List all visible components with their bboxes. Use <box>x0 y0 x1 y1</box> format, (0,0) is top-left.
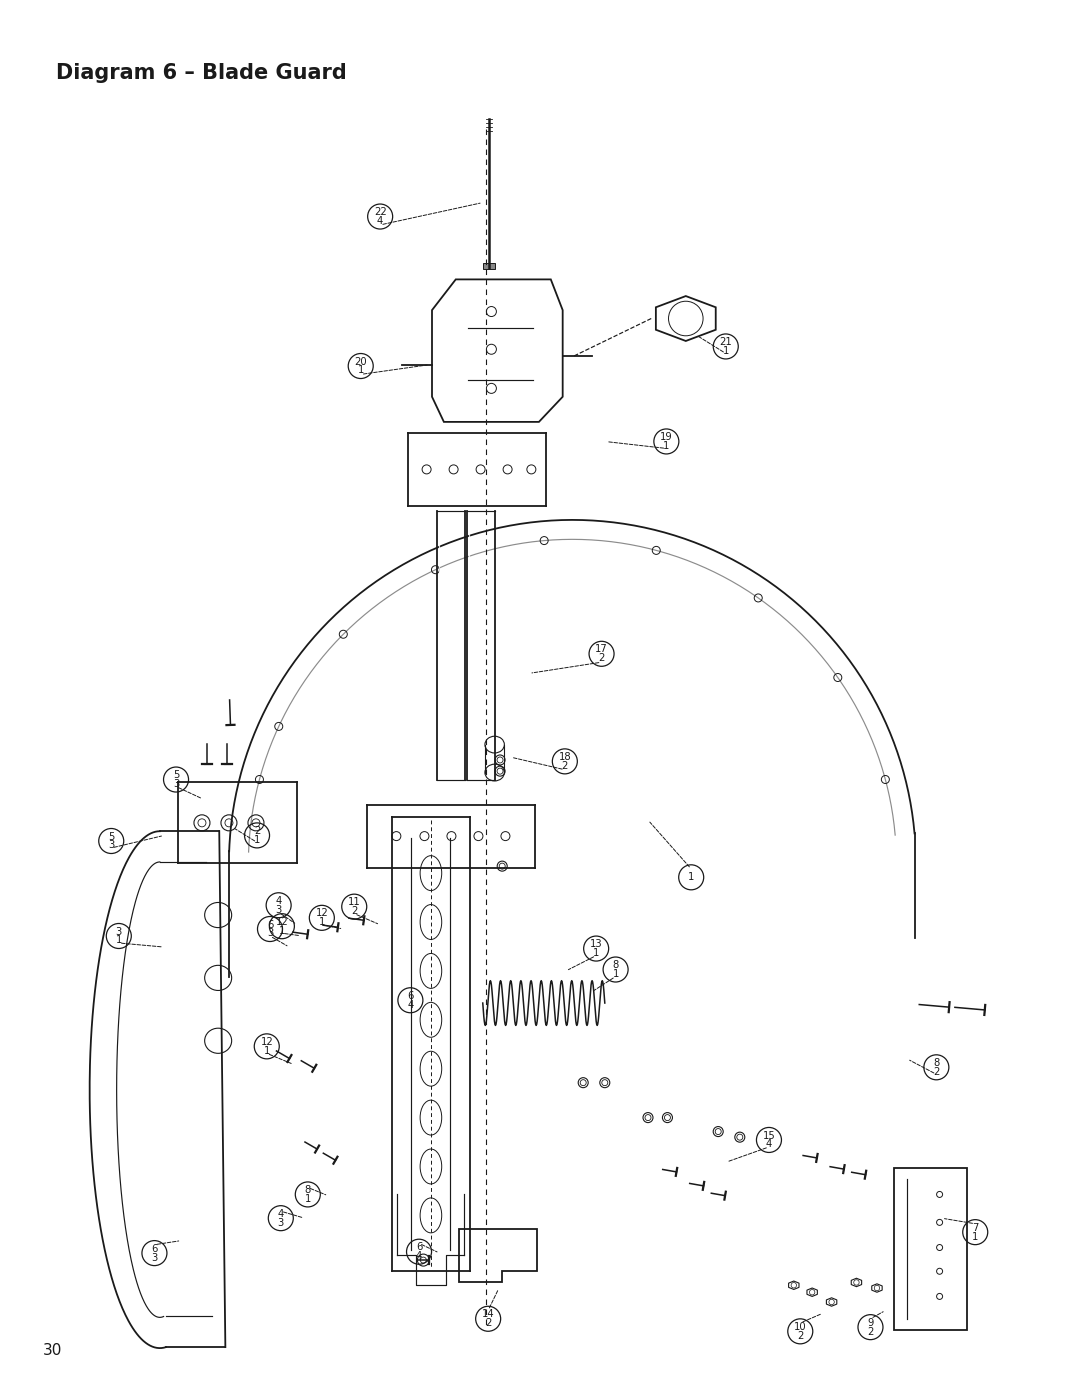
Text: 19
1: 19 1 <box>660 432 673 451</box>
Text: 17
2: 17 2 <box>595 644 608 664</box>
Text: 9
2: 9 2 <box>867 1317 874 1337</box>
Text: 4
3: 4 3 <box>275 895 282 915</box>
Text: 6
3: 6 3 <box>267 919 273 939</box>
Text: 2
1: 2 1 <box>254 826 260 845</box>
Text: 3
1: 3 1 <box>116 926 122 946</box>
Text: 6
4: 6 4 <box>416 1242 422 1261</box>
Text: 5
3: 5 3 <box>173 770 179 789</box>
Text: 1: 1 <box>688 872 694 883</box>
Text: 15
4: 15 4 <box>762 1130 775 1150</box>
Text: 4
3: 4 3 <box>278 1208 284 1228</box>
Text: 12
1: 12 1 <box>260 1037 273 1056</box>
Text: 8
1: 8 1 <box>612 960 619 979</box>
Text: 6
3: 6 3 <box>151 1243 158 1263</box>
Bar <box>483 263 496 268</box>
Text: 5
3: 5 3 <box>108 831 114 851</box>
Text: 22
4: 22 4 <box>374 207 387 226</box>
Text: 11
2: 11 2 <box>348 897 361 916</box>
Text: 12
1: 12 1 <box>315 908 328 928</box>
Text: 8
1: 8 1 <box>305 1185 311 1204</box>
Text: 14
2: 14 2 <box>482 1309 495 1329</box>
Text: 7
1: 7 1 <box>972 1222 978 1242</box>
Text: 10
2: 10 2 <box>794 1322 807 1341</box>
Text: 12
1: 12 1 <box>275 916 288 936</box>
Text: Diagram 6 – Blade Guard: Diagram 6 – Blade Guard <box>56 63 347 82</box>
Text: 30: 30 <box>43 1344 63 1358</box>
Text: 21
1: 21 1 <box>719 337 732 356</box>
Text: 20
1: 20 1 <box>354 356 367 376</box>
Text: 8
2: 8 2 <box>933 1058 940 1077</box>
Text: 6
4: 6 4 <box>407 990 414 1010</box>
Text: 13
1: 13 1 <box>590 939 603 958</box>
Text: 18
2: 18 2 <box>558 752 571 771</box>
